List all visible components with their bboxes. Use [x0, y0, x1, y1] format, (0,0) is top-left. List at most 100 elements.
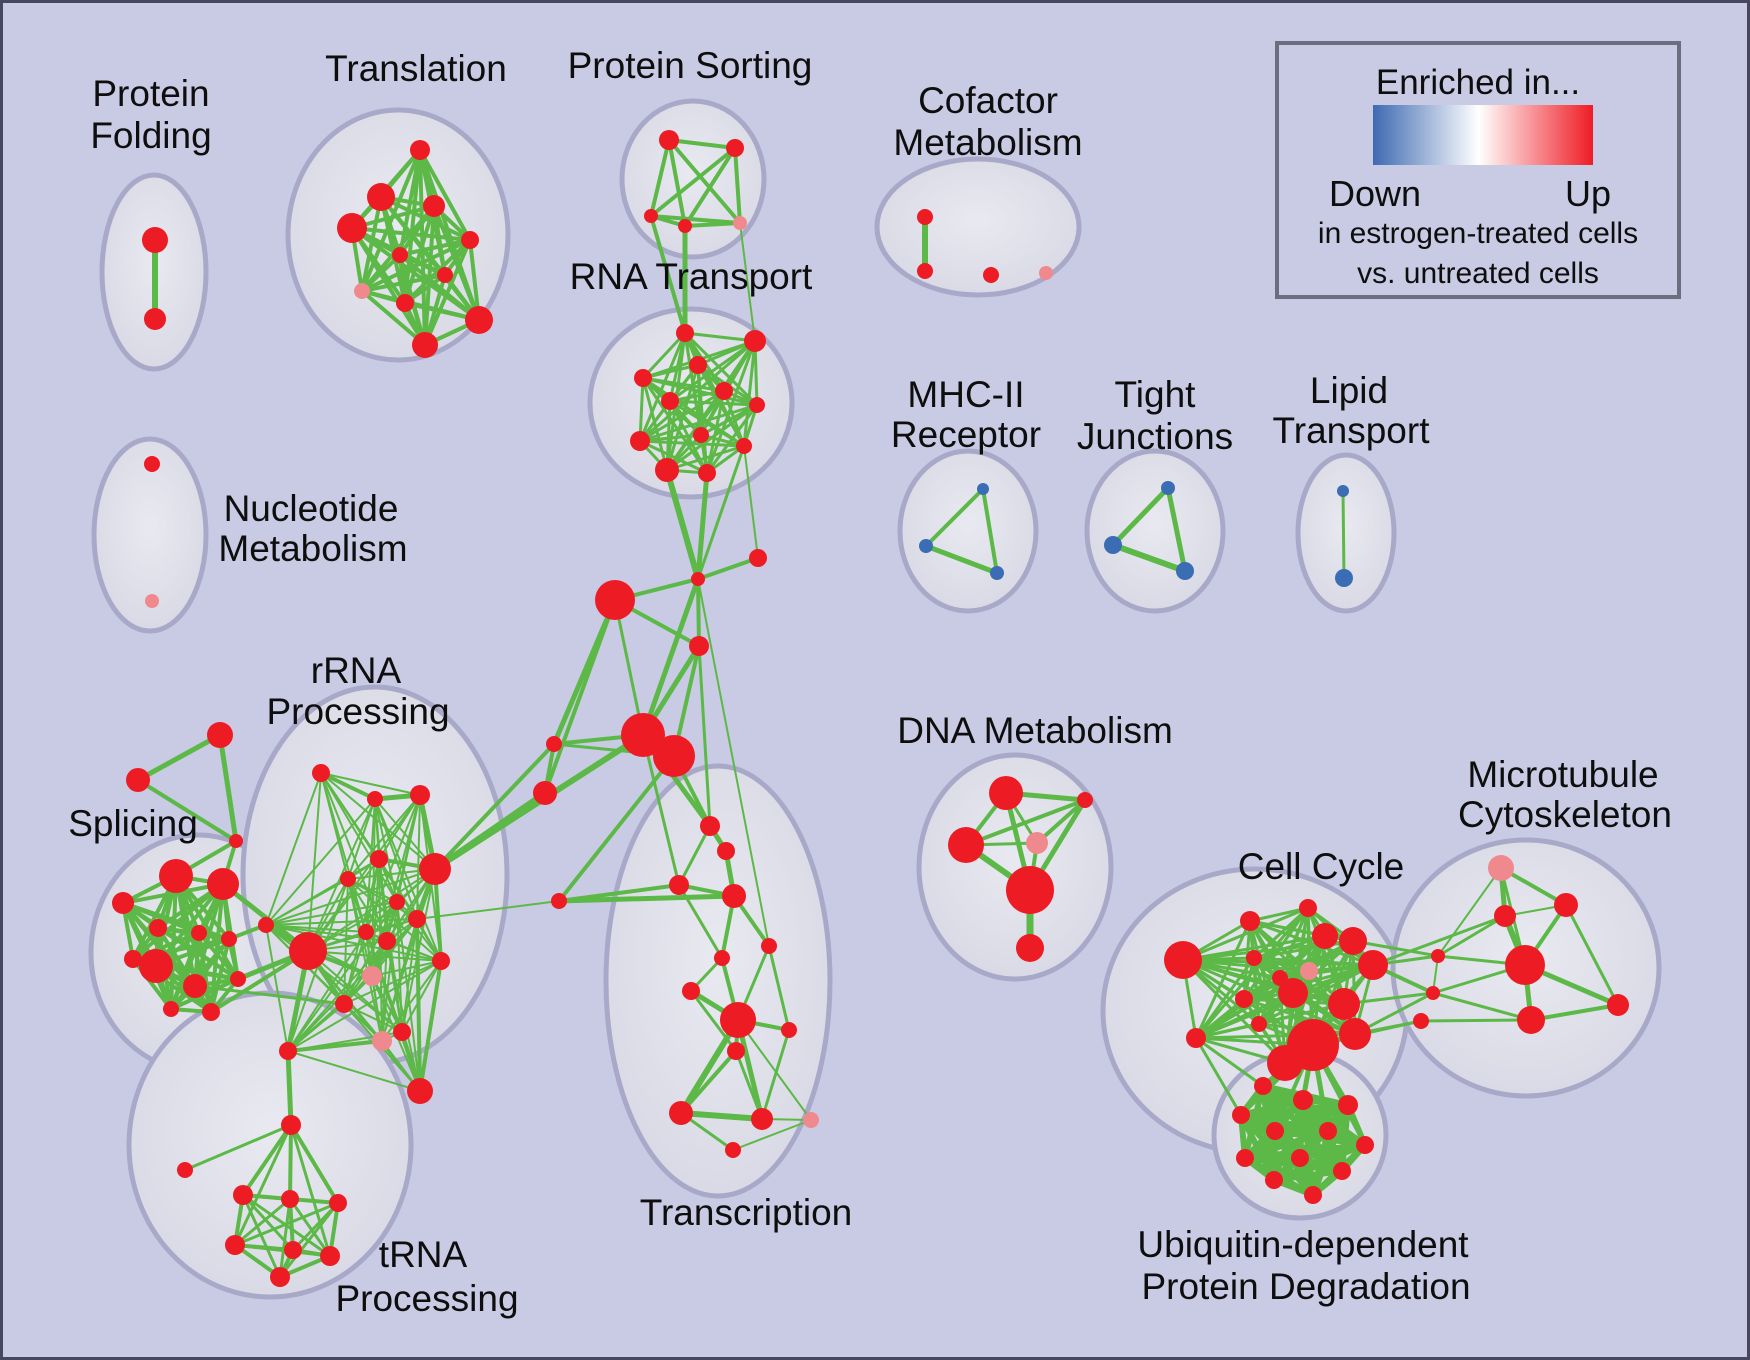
network-edge — [679, 1049, 738, 1115]
network-link-edge — [193, 984, 346, 1006]
network-edge — [668, 389, 726, 403]
cluster-label-mhc-ii-receptor: MHC-II — [907, 374, 1024, 415]
network-edge — [1110, 542, 1188, 574]
network-node — [736, 438, 752, 454]
network-node — [693, 427, 709, 443]
cluster-label-microtubule-cytoskeleton: Microtubule — [1467, 754, 1658, 795]
cluster-label-translation: Translation — [325, 48, 507, 89]
network-edge — [343, 1003, 403, 1033]
network-edge — [265, 918, 418, 926]
network-link-edge — [433, 742, 556, 871]
network-node — [139, 949, 173, 983]
network-edge — [307, 772, 322, 952]
network-node — [689, 356, 707, 374]
network-edge — [265, 924, 289, 1052]
network-node — [676, 324, 694, 342]
network-edge — [638, 439, 746, 448]
cluster-ellipse-mhc-ii-receptor — [897, 448, 1039, 614]
network-edge — [732, 1119, 812, 1151]
network-edge — [350, 226, 472, 242]
network-link-edge — [743, 445, 759, 559]
network-node — [207, 868, 239, 900]
network-link-edge — [697, 644, 712, 828]
network-edge — [135, 732, 223, 783]
network-node — [1358, 950, 1388, 980]
cluster-label-dna-metabolism: DNA Metabolism — [897, 710, 1173, 751]
network-node — [919, 539, 933, 553]
network-node — [1339, 1018, 1371, 1050]
network-node — [370, 850, 388, 868]
network-node — [551, 893, 567, 909]
network-node — [410, 785, 430, 805]
cluster-label-cofactor-metabolism: Cofactor — [918, 80, 1058, 121]
network-edge — [1564, 903, 1620, 1007]
network-edge — [183, 1123, 293, 1172]
network-edge — [1431, 991, 1533, 1022]
network-edge — [233, 1201, 340, 1247]
network-edge — [683, 331, 757, 343]
network-edge — [265, 772, 322, 926]
network-edge — [924, 487, 985, 548]
network-node — [717, 842, 735, 860]
network-node — [1300, 962, 1318, 980]
network-edge — [677, 824, 712, 887]
network-link-edge — [664, 467, 701, 582]
network-link-edge — [557, 754, 676, 903]
network-node — [1328, 988, 1360, 1020]
network-edge — [767, 944, 791, 1032]
network-edge — [638, 439, 709, 475]
network-node — [715, 382, 733, 400]
network-node — [1338, 1095, 1358, 1115]
network-edge — [121, 882, 225, 905]
cluster-label-lipid-transport: Lipid — [1310, 370, 1388, 411]
network-node — [372, 1031, 392, 1051]
network-node — [1304, 1186, 1322, 1204]
network-node — [1312, 923, 1338, 949]
network-edge — [705, 389, 726, 475]
network-edge — [638, 376, 645, 443]
network-link-edge — [696, 444, 746, 581]
network-node — [145, 594, 159, 608]
network-node — [461, 231, 479, 249]
network-edge — [418, 959, 443, 1093]
network-node — [465, 306, 493, 334]
legend-caption-line2: vs. untreated cells — [1357, 257, 1599, 290]
legend-up-label: Up — [1564, 173, 1611, 214]
network-node — [722, 884, 746, 908]
network-node — [142, 227, 168, 253]
network-node — [720, 1002, 756, 1038]
network-node — [1016, 934, 1044, 962]
network-edge — [374, 798, 398, 903]
network-edge — [287, 901, 398, 1052]
network-node — [749, 549, 767, 567]
network-node — [691, 572, 705, 586]
network-edge — [418, 148, 472, 242]
cluster-label-transcription: Transcription — [640, 1192, 852, 1233]
network-link-edge — [641, 733, 681, 887]
network-edge — [423, 204, 436, 347]
network-edge — [1529, 1003, 1620, 1022]
cluster-label-cell-cycle: Cell Cycle — [1238, 846, 1405, 887]
network-edge — [288, 1123, 293, 1201]
network-node — [1232, 1106, 1250, 1124]
network-node — [761, 938, 777, 954]
network-edge — [265, 924, 403, 1033]
network-edge — [742, 339, 757, 448]
network-node — [281, 1190, 299, 1208]
network-edge — [347, 878, 383, 1042]
network-edge — [667, 138, 737, 150]
network-node — [159, 859, 193, 893]
network-node — [689, 636, 709, 656]
network-node — [781, 1022, 797, 1038]
network-node — [655, 458, 679, 482]
network-node — [419, 853, 451, 885]
network-edge — [641, 376, 709, 475]
network-node — [221, 931, 237, 947]
network-edge — [217, 732, 239, 844]
cluster-label-microtubule-cytoskeleton: Cytoskeleton — [1458, 794, 1672, 835]
network-node — [948, 827, 984, 863]
network-node — [1319, 1122, 1337, 1140]
network-node — [990, 566, 1004, 580]
network-node — [126, 768, 150, 792]
network-edge — [360, 238, 472, 293]
